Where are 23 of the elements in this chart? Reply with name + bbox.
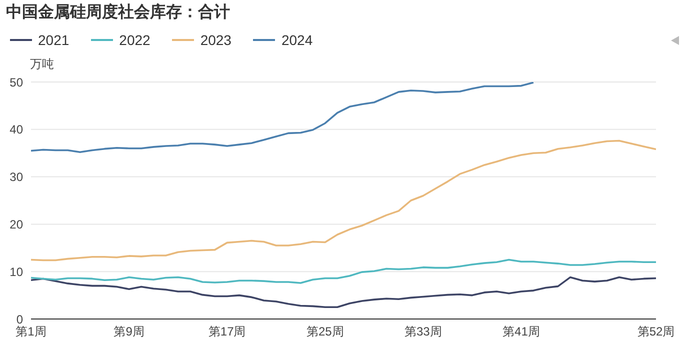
y-tick-label: 0 xyxy=(16,312,24,326)
y-tick-label: 10 xyxy=(10,264,24,279)
legend-label: 2022 xyxy=(119,32,150,48)
x-tick-label: 第9周 xyxy=(114,324,144,339)
x-tick-label: 第41周 xyxy=(502,324,540,339)
chart-title: 中国金属硅周度社会库存：合计 xyxy=(6,2,230,23)
line-series xyxy=(31,276,656,308)
legend-label: 2021 xyxy=(38,32,70,48)
legend-label: 2023 xyxy=(200,32,232,48)
x-tick-label: 第17周 xyxy=(208,324,246,339)
y-tick-label: 50 xyxy=(10,75,24,90)
line-series xyxy=(31,258,656,284)
line-series xyxy=(31,140,656,262)
y-axis-title: 万吨 xyxy=(30,56,54,73)
x-tick-label: 第25周 xyxy=(306,324,344,339)
y-tick-label: 20 xyxy=(10,217,24,232)
x-tick-label: 第1周 xyxy=(16,324,46,339)
x-tick-label: 第33周 xyxy=(404,324,442,339)
x-tick-label: 第52周 xyxy=(637,324,675,339)
line-series xyxy=(31,82,534,154)
y-tick-label: 30 xyxy=(10,170,24,184)
legend-label: 2024 xyxy=(281,32,313,48)
y-tick-label: 40 xyxy=(10,122,24,137)
